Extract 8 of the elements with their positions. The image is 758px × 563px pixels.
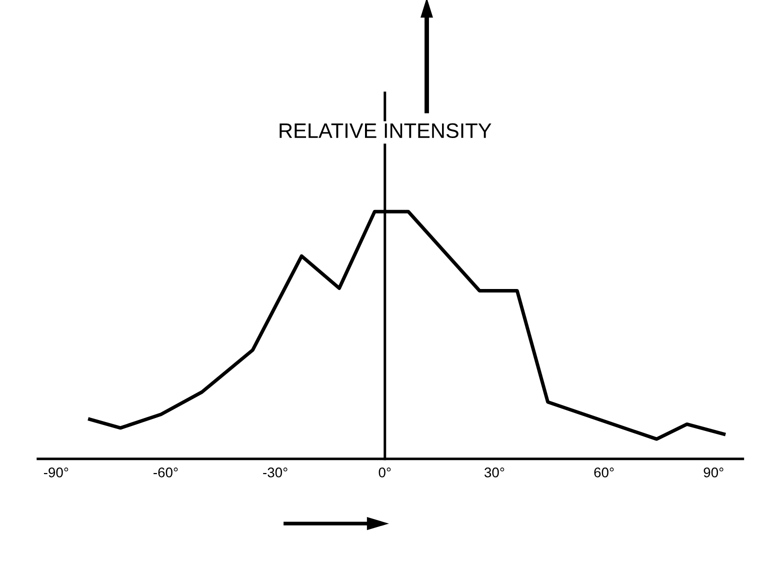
x-tick-label: 30° xyxy=(484,468,504,478)
x-tick-label: -90° xyxy=(44,468,68,478)
x-tick-label: 0° xyxy=(378,468,391,478)
x-tick-label: 90° xyxy=(704,468,724,478)
x-tick-label: 60° xyxy=(594,468,614,478)
x-tick-label: -30° xyxy=(263,468,288,478)
x-tick-label: -60° xyxy=(154,468,178,478)
y-axis-title: RELATIVE INTENSITY xyxy=(280,123,492,138)
